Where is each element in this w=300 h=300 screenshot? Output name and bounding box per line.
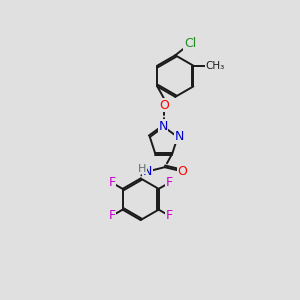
Text: O: O <box>159 99 169 112</box>
Text: O: O <box>177 165 187 178</box>
Text: N: N <box>158 120 168 133</box>
Text: N: N <box>143 164 152 178</box>
Text: F: F <box>166 209 173 222</box>
Text: F: F <box>166 176 173 189</box>
Text: Cl: Cl <box>184 37 196 50</box>
Text: N: N <box>175 130 184 143</box>
Text: F: F <box>108 176 116 189</box>
Text: H: H <box>138 164 146 174</box>
Text: CH₃: CH₃ <box>205 61 224 70</box>
Text: F: F <box>108 209 116 222</box>
